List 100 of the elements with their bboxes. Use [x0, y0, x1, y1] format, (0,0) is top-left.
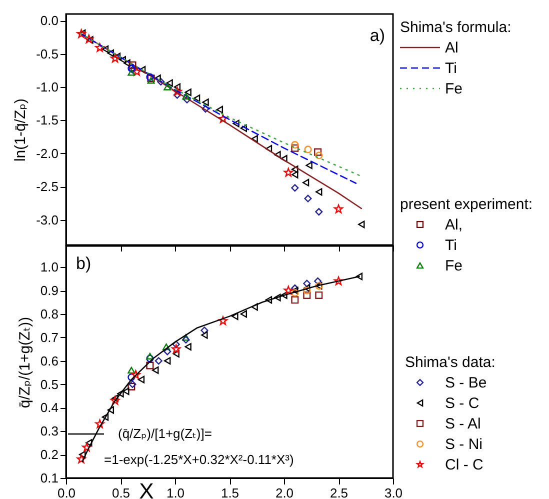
- point: [146, 352, 154, 360]
- point: [107, 49, 114, 57]
- point: [95, 43, 104, 52]
- point: [334, 276, 344, 286]
- y-tick-label: -0.5: [36, 46, 58, 62]
- point: [251, 135, 258, 143]
- y-tick-label: 0.6: [40, 353, 58, 368]
- point: [315, 291, 323, 299]
- point: [95, 419, 104, 428]
- x-tick-label: 0.5: [112, 486, 130, 499]
- point: [218, 114, 228, 123]
- point: [280, 291, 288, 299]
- legend-label: Ti: [445, 60, 457, 77]
- y-tick-label: -1.5: [36, 112, 58, 128]
- point: [280, 154, 288, 162]
- point: [114, 52, 121, 60]
- y-tick-label: 0.3: [40, 424, 58, 439]
- y-tick-label: -1.0: [36, 80, 58, 95]
- y-tick-label: -2.0: [36, 146, 58, 161]
- y-tick-label: 0.0: [40, 13, 58, 28]
- point: [240, 310, 248, 318]
- point: [182, 334, 190, 341]
- point: [274, 294, 281, 302]
- point: [119, 56, 126, 64]
- point: [303, 280, 311, 288]
- x-tick-label: 2.5: [330, 486, 348, 499]
- point: [164, 84, 172, 90]
- legend-label: S - Al: [445, 416, 481, 432]
- point: [147, 77, 155, 84]
- point: [356, 272, 363, 280]
- point: [172, 344, 181, 354]
- point: [292, 166, 298, 174]
- point: [128, 373, 136, 381]
- point: [201, 331, 208, 339]
- legend-label: S - C: [445, 395, 480, 412]
- point: [128, 69, 136, 76]
- x-tick-label: 1.0: [166, 486, 185, 499]
- point: [284, 286, 293, 295]
- point: [182, 336, 190, 344]
- point: [284, 168, 293, 177]
- point: [193, 94, 200, 102]
- point: [216, 106, 224, 114]
- point: [138, 66, 146, 74]
- point: [128, 382, 136, 390]
- annotation: a): [370, 26, 385, 45]
- legend-title: Shima's data:: [405, 354, 496, 371]
- point: [232, 120, 240, 128]
- point: [304, 146, 312, 154]
- point: [164, 348, 172, 356]
- point: [303, 286, 311, 294]
- point: [124, 59, 130, 67]
- point: [128, 61, 136, 69]
- y-tick-label: 0.9: [40, 283, 58, 298]
- point: [117, 390, 124, 398]
- point: [172, 350, 180, 358]
- point: [314, 277, 322, 285]
- point: [146, 354, 154, 362]
- legend-label: (q̄/Zₚ)/[1+g(Zₜ)]= =1-exp(-1.25*X+0.32*X²-0.11*X³): [104, 426, 294, 467]
- x-tick-label: 0.0: [57, 486, 76, 499]
- y-tick-label: -3.0: [36, 212, 58, 228]
- point: [291, 296, 299, 304]
- point: [302, 178, 310, 186]
- point: [82, 442, 92, 452]
- point: [291, 184, 299, 192]
- point: [200, 326, 208, 334]
- y-tick-label: -2.5: [36, 179, 58, 194]
- y-tick-label: 0.5: [40, 376, 58, 392]
- point: [315, 208, 323, 216]
- point: [265, 144, 272, 153]
- x-tick-label: 2.0: [275, 486, 294, 499]
- point: [122, 388, 130, 396]
- point: [162, 343, 170, 350]
- x-tick-label: 1.5: [220, 486, 240, 499]
- point: [166, 79, 173, 87]
- point: [306, 162, 312, 170]
- point: [110, 54, 120, 62]
- point: [358, 220, 365, 228]
- point: [240, 124, 248, 132]
- point: [291, 289, 299, 297]
- point: [184, 343, 192, 351]
- point: [132, 66, 142, 76]
- point: [138, 376, 145, 384]
- y-tick-label: 0.4: [40, 400, 58, 416]
- point: [292, 170, 298, 178]
- y-axis-title: ln(1-q̄/Zₚ): [12, 98, 30, 162]
- point: [303, 291, 311, 299]
- legend-label: Fe: [445, 80, 463, 98]
- legend-label: Al: [445, 40, 458, 56]
- point: [183, 96, 191, 104]
- point: [152, 366, 159, 374]
- point: [79, 29, 86, 38]
- point: [79, 450, 86, 458]
- point: [164, 357, 171, 365]
- point: [292, 286, 298, 294]
- point: [154, 357, 162, 365]
- point: [202, 105, 210, 113]
- point: [304, 194, 312, 202]
- point: [128, 366, 136, 374]
- point: [102, 45, 109, 53]
- x-tick-label: 3.0: [384, 486, 403, 499]
